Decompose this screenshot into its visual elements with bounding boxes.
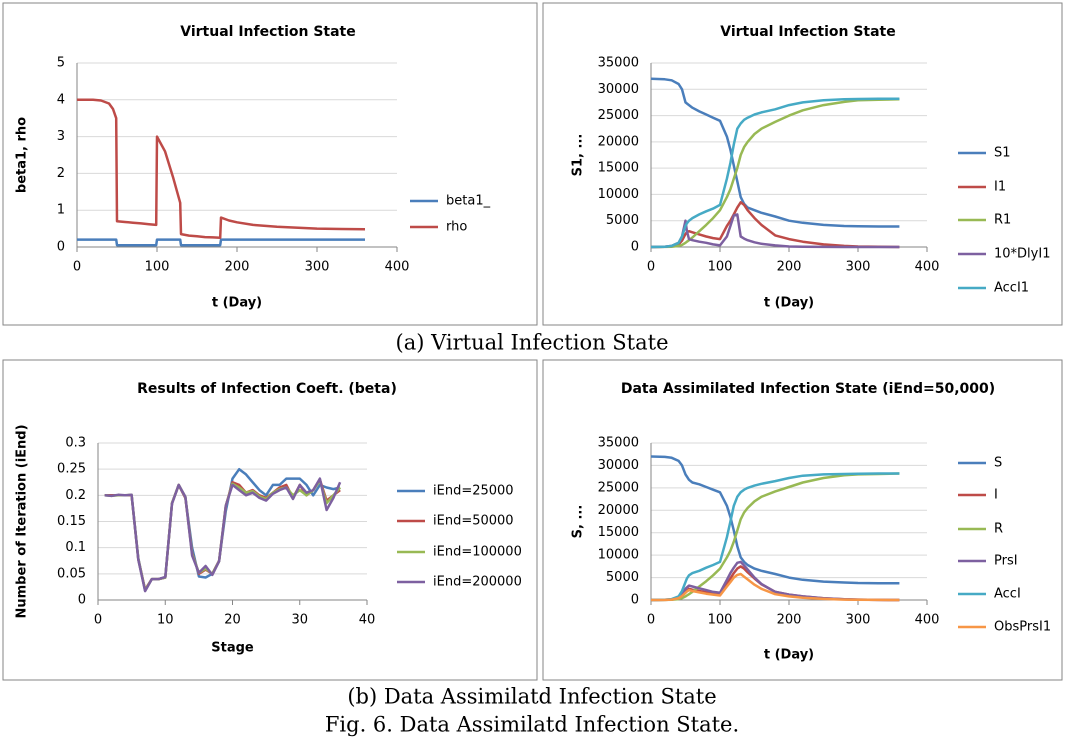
x-tick-label: 100 [708, 613, 733, 628]
y-tick-label: 4 [57, 92, 65, 107]
figure-caption: Fig. 6. Data Assimilatd Infection State. [325, 713, 739, 737]
x-tick-label: 200 [777, 613, 802, 628]
x-tick-label: 100 [145, 260, 170, 275]
y-tick-label: 0 [631, 593, 639, 608]
y-tick-label: 0.25 [57, 462, 86, 477]
y-tick-label: 35000 [598, 436, 639, 451]
legend-label: beta1_ [446, 194, 491, 209]
y-tick-label: 25000 [598, 480, 639, 495]
caption: (b) Data Assimilatd Infection State [347, 685, 716, 709]
chart-title: Data Assimilated Infection State (iEnd=5… [621, 381, 995, 397]
series-line [77, 238, 365, 247]
y-tick-label: 2 [57, 166, 65, 181]
caption: (a) Virtual Infection State [396, 331, 669, 355]
y-tick-label: 3 [57, 129, 65, 144]
legend-label: rho [446, 220, 467, 235]
series-line [650, 572, 900, 602]
panel [2, 359, 538, 681]
series-line [650, 98, 900, 249]
y-axis-label: beta1, rho [15, 117, 30, 193]
x-tick-label: 100 [708, 260, 733, 275]
x-axis-label: t (Day) [764, 296, 814, 311]
x-tick-label: 10 [157, 613, 174, 628]
y-tick-label: 0.3 [65, 436, 86, 451]
x-tick-label: 300 [305, 260, 330, 275]
x-tick-label: 0 [94, 613, 102, 628]
y-tick-label: 25000 [598, 108, 639, 123]
x-tick-label: 400 [915, 260, 940, 275]
y-tick-label: 15000 [598, 161, 639, 176]
y-tick-label: 10000 [598, 187, 639, 202]
x-axis-label: Stage [211, 641, 254, 656]
legend-label: R1 [994, 213, 1011, 228]
y-tick-label: 30000 [598, 458, 639, 473]
y-tick-label: 0 [57, 240, 65, 255]
panel [2, 2, 538, 326]
y-tick-label: 10000 [598, 548, 639, 563]
legend-label: AccI1 [994, 281, 1029, 296]
series-line [650, 560, 900, 602]
x-tick-label: 0 [647, 260, 655, 275]
y-tick-label: 5000 [606, 570, 639, 585]
y-tick-label: 0 [78, 593, 86, 608]
y-tick-label: 20000 [598, 134, 639, 149]
legend-label: R [994, 522, 1003, 537]
series-line [650, 472, 900, 602]
series-line [650, 97, 900, 249]
chart-title: Virtual Infection State [180, 24, 356, 40]
series-line [77, 98, 366, 240]
x-tick-label: 200 [225, 260, 250, 275]
y-tick-label: 30000 [598, 82, 639, 97]
legend-label: iEnd=25000 [433, 484, 514, 499]
y-tick-label: 0.15 [57, 514, 86, 529]
y-tick-label: 35000 [598, 56, 639, 71]
y-tick-label: 0.2 [65, 488, 86, 503]
x-tick-label: 20 [224, 613, 241, 628]
legend-label: I1 [994, 180, 1006, 195]
x-tick-label: 300 [846, 260, 871, 275]
chart-title: Virtual Infection State [720, 24, 896, 40]
legend-label: AccI [994, 587, 1021, 602]
y-axis-label: Number of Iteration (iEnd) [15, 424, 30, 618]
x-tick-label: 300 [846, 613, 871, 628]
legend-label: iEnd=200000 [433, 575, 522, 590]
panel [542, 2, 1063, 326]
y-tick-label: 15000 [598, 525, 639, 540]
legend-label: S [994, 456, 1002, 471]
y-tick-label: 5000 [606, 213, 639, 228]
y-tick-label: 1 [57, 203, 65, 218]
series-line [650, 455, 900, 585]
x-tick-label: 40 [359, 613, 376, 628]
y-axis-label: S1, ... [571, 134, 586, 177]
series-line [650, 472, 900, 602]
x-axis-label: t (Day) [212, 296, 262, 311]
series-line [104, 477, 342, 593]
x-axis-label: t (Day) [764, 648, 814, 663]
legend-label: ObsPrsI1 [994, 620, 1051, 635]
x-tick-label: 0 [73, 260, 81, 275]
x-tick-label: 30 [291, 613, 308, 628]
legend-label: iEnd=50000 [433, 514, 514, 529]
legend-label: I [994, 488, 998, 503]
x-tick-label: 200 [777, 260, 802, 275]
y-tick-label: 5 [57, 56, 65, 71]
legend-label: iEnd=100000 [433, 545, 522, 560]
y-axis-label: S, ... [571, 505, 586, 539]
legend-label: 10*DlyI1 [994, 247, 1050, 262]
panel [542, 359, 1063, 681]
y-tick-label: 0.1 [65, 540, 86, 555]
chart-title: Results of Infection Coeft. (beta) [137, 381, 397, 397]
y-tick-label: 0.05 [57, 566, 86, 581]
x-tick-label: 400 [385, 260, 410, 275]
y-tick-label: 20000 [598, 503, 639, 518]
legend-label: S1 [994, 146, 1011, 161]
legend-label: PrsI [994, 554, 1018, 569]
x-tick-label: 0 [647, 613, 655, 628]
y-tick-label: 0 [631, 240, 639, 255]
series-line [650, 213, 900, 249]
x-tick-label: 400 [915, 613, 940, 628]
